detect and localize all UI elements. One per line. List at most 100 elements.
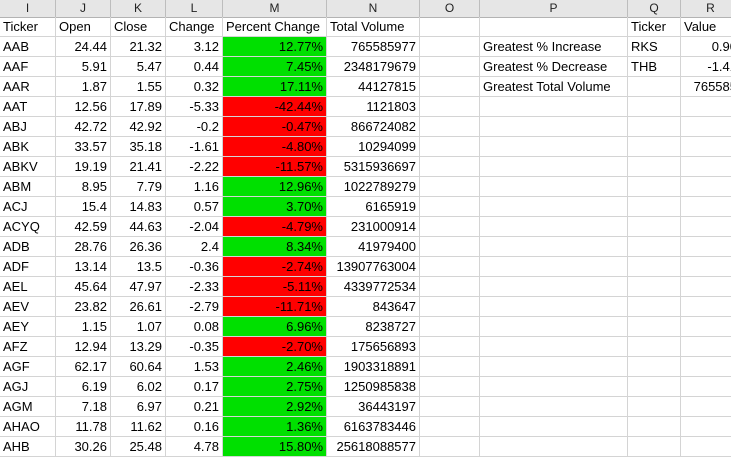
value-cell[interactable]: 866724082	[327, 117, 420, 137]
percent-change-cell[interactable]: 2.75%	[223, 377, 327, 397]
value-cell[interactable]: 8238727	[327, 317, 420, 337]
empty-cell[interactable]	[681, 157, 731, 177]
value-cell[interactable]: 11.62	[111, 417, 166, 437]
percent-change-cell[interactable]: 2.92%	[223, 397, 327, 417]
value-cell[interactable]: 24.44	[56, 37, 111, 57]
empty-cell[interactable]	[480, 217, 628, 237]
empty-cell[interactable]	[628, 197, 681, 217]
empty-cell[interactable]	[420, 297, 480, 317]
empty-cell[interactable]	[480, 397, 628, 417]
empty-cell[interactable]	[628, 97, 681, 117]
empty-cell[interactable]	[480, 157, 628, 177]
value-cell[interactable]: 8.95	[56, 177, 111, 197]
empty-cell[interactable]	[628, 317, 681, 337]
empty-cell[interactable]	[628, 117, 681, 137]
header-close[interactable]: Close	[111, 17, 166, 37]
empty-cell[interactable]	[681, 197, 731, 217]
empty-cell[interactable]	[420, 57, 480, 77]
empty-cell[interactable]	[480, 177, 628, 197]
empty-cell[interactable]	[420, 217, 480, 237]
value-cell[interactable]: 10294099	[327, 137, 420, 157]
empty-cell[interactable]	[420, 17, 480, 37]
summary-label[interactable]: Greatest Total Volume	[480, 77, 628, 97]
empty-cell[interactable]	[681, 377, 731, 397]
ticker-cell[interactable]: ACJ	[0, 197, 56, 217]
percent-change-cell[interactable]: -42.44%	[223, 97, 327, 117]
empty-cell[interactable]	[420, 377, 480, 397]
value-cell[interactable]: 0.57	[166, 197, 223, 217]
empty-cell[interactable]	[681, 357, 731, 377]
percent-change-cell[interactable]: -0.47%	[223, 117, 327, 137]
column-header-n[interactable]: N	[327, 0, 420, 17]
value-cell[interactable]: 1.07	[111, 317, 166, 337]
value-cell[interactable]: 0.44	[166, 57, 223, 77]
summary-ticker[interactable]: RKS	[628, 37, 681, 57]
value-cell[interactable]: 4339772534	[327, 277, 420, 297]
value-cell[interactable]: -2.79	[166, 297, 223, 317]
value-cell[interactable]: 25.48	[111, 437, 166, 457]
empty-cell[interactable]	[420, 37, 480, 57]
empty-cell[interactable]	[420, 237, 480, 257]
percent-change-cell[interactable]: 15.80%	[223, 437, 327, 457]
empty-cell[interactable]	[480, 337, 628, 357]
header-change[interactable]: Change	[166, 17, 223, 37]
empty-cell[interactable]	[681, 417, 731, 437]
ticker-cell[interactable]: AHB	[0, 437, 56, 457]
empty-cell[interactable]	[480, 357, 628, 377]
value-cell[interactable]: 42.59	[56, 217, 111, 237]
empty-cell[interactable]	[480, 17, 628, 37]
empty-cell[interactable]	[681, 277, 731, 297]
empty-cell[interactable]	[420, 157, 480, 177]
value-cell[interactable]: -0.36	[166, 257, 223, 277]
value-cell[interactable]: 45.64	[56, 277, 111, 297]
value-cell[interactable]: 35.18	[111, 137, 166, 157]
empty-cell[interactable]	[681, 177, 731, 197]
ticker-cell[interactable]: AAT	[0, 97, 56, 117]
empty-cell[interactable]	[681, 97, 731, 117]
ticker-cell[interactable]: AAB	[0, 37, 56, 57]
summary-label[interactable]: Greatest % Decrease	[480, 57, 628, 77]
summary-ticker[interactable]: THB	[628, 57, 681, 77]
empty-cell[interactable]	[420, 97, 480, 117]
empty-cell[interactable]	[420, 197, 480, 217]
ticker-cell[interactable]: AFZ	[0, 337, 56, 357]
header-percent-change[interactable]: Percent Change	[223, 17, 327, 37]
value-cell[interactable]: -0.2	[166, 117, 223, 137]
value-cell[interactable]: 23.82	[56, 297, 111, 317]
empty-cell[interactable]	[420, 137, 480, 157]
column-header-i[interactable]: I	[0, 0, 56, 17]
ticker-cell[interactable]: ABK	[0, 137, 56, 157]
value-cell[interactable]: 2348179679	[327, 57, 420, 77]
value-cell[interactable]: 60.64	[111, 357, 166, 377]
empty-cell[interactable]	[420, 277, 480, 297]
empty-cell[interactable]	[628, 217, 681, 237]
empty-cell[interactable]	[420, 257, 480, 277]
percent-change-cell[interactable]: -4.80%	[223, 137, 327, 157]
column-header-j[interactable]: J	[56, 0, 111, 17]
empty-cell[interactable]	[628, 297, 681, 317]
percent-change-cell[interactable]: -4.79%	[223, 217, 327, 237]
empty-cell[interactable]	[420, 357, 480, 377]
empty-cell[interactable]	[420, 437, 480, 457]
empty-cell[interactable]	[480, 237, 628, 257]
value-cell[interactable]: 25618088577	[327, 437, 420, 457]
empty-cell[interactable]	[420, 177, 480, 197]
value-cell[interactable]: 6165919	[327, 197, 420, 217]
ticker-cell[interactable]: ACYQ	[0, 217, 56, 237]
value-cell[interactable]: 231000914	[327, 217, 420, 237]
empty-cell[interactable]	[681, 337, 731, 357]
summary-value[interactable]: 0.90	[681, 37, 731, 57]
percent-change-cell[interactable]: 3.70%	[223, 197, 327, 217]
ticker-cell[interactable]: ADF	[0, 257, 56, 277]
ticker-cell[interactable]: AEL	[0, 277, 56, 297]
empty-cell[interactable]	[480, 197, 628, 217]
empty-cell[interactable]	[420, 317, 480, 337]
value-cell[interactable]: 0.21	[166, 397, 223, 417]
empty-cell[interactable]	[628, 277, 681, 297]
empty-cell[interactable]	[628, 437, 681, 457]
value-cell[interactable]: 12.56	[56, 97, 111, 117]
empty-cell[interactable]	[628, 337, 681, 357]
value-cell[interactable]: 1.15	[56, 317, 111, 337]
percent-change-cell[interactable]: 12.77%	[223, 37, 327, 57]
value-cell[interactable]: -1.61	[166, 137, 223, 157]
